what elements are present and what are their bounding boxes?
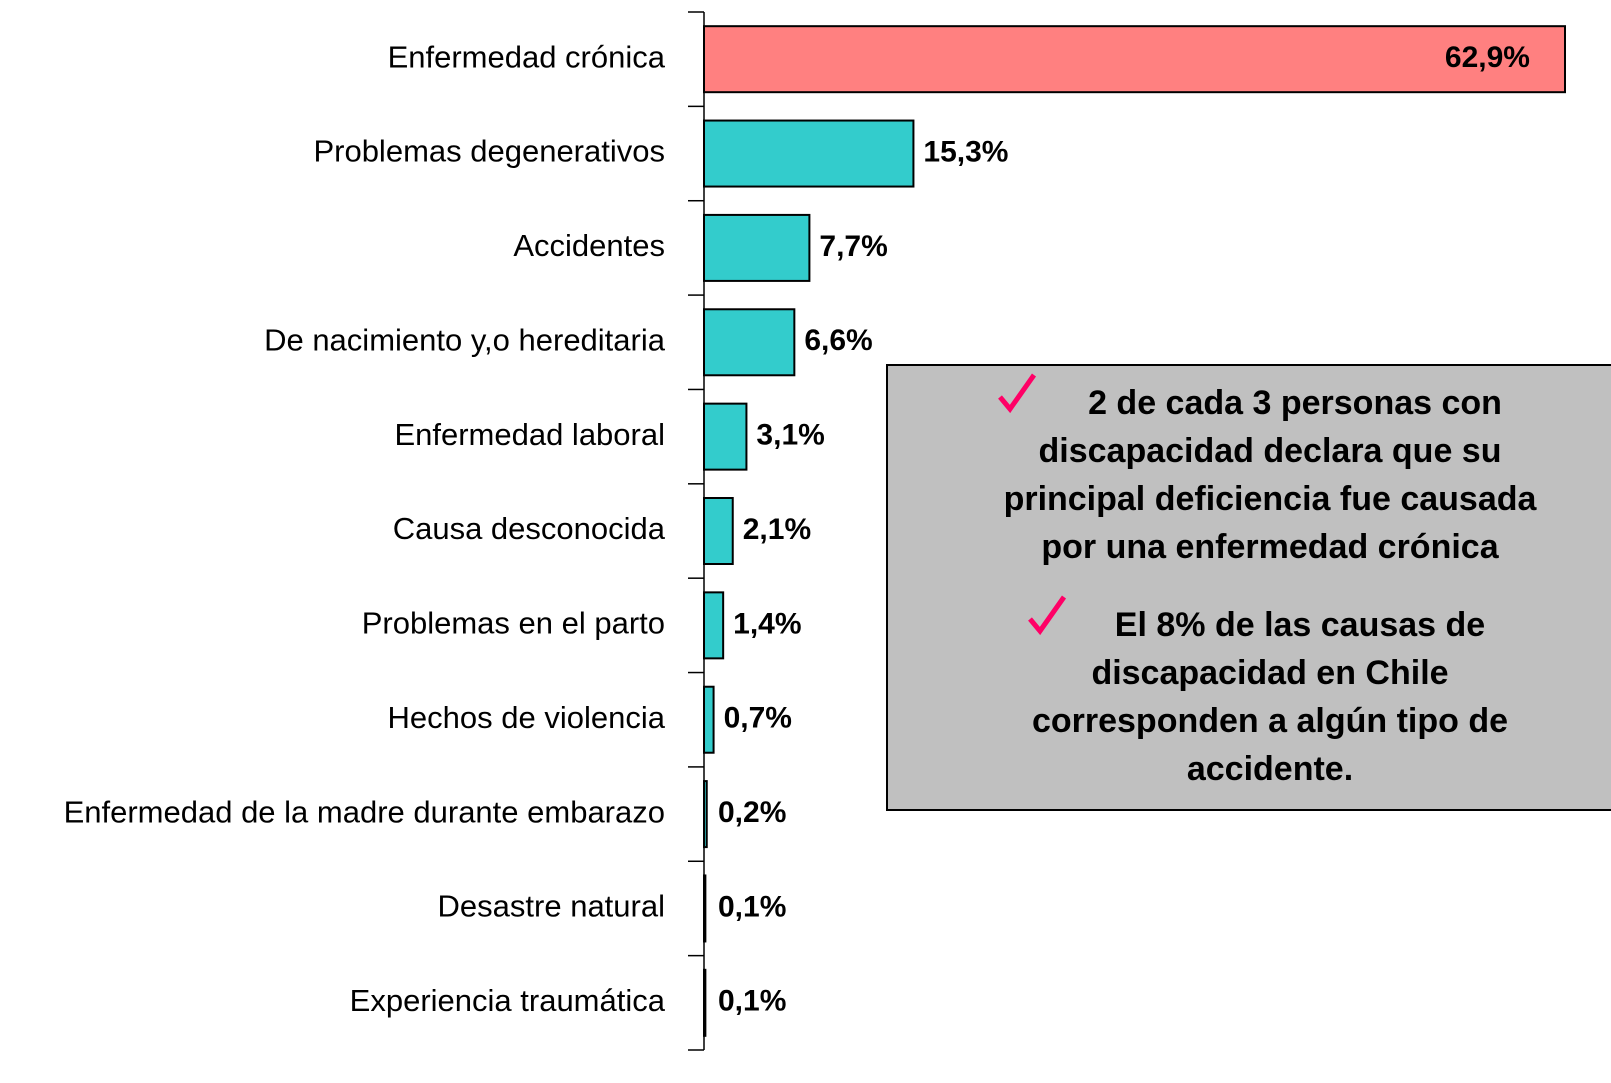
bar [703,25,1566,94]
y-tick-label: Enfermedad crónica [388,39,666,74]
data-label: 62,9% [1445,41,1530,74]
bar [703,402,748,471]
annotation-line: por una enfermedad crónica [1041,528,1499,566]
data-label: 15,3% [923,135,1008,168]
bar [703,780,708,849]
data-label: 6,6% [804,324,872,357]
data-label: 0,1% [718,890,786,923]
checkmark [1028,595,1067,636]
data-label: 0,1% [718,985,786,1018]
y-tick-label: Accidentes [513,228,665,263]
bar [703,497,734,565]
data-label: 0,7% [724,702,792,735]
y-tick-label: Hechos de violencia [388,700,666,735]
annotation-line: El 8% de las causas de [1115,606,1485,644]
annotation-line: discapacidad declara que su [1039,432,1502,470]
annotation-line: corresponden a algún tipo de [1032,702,1508,740]
y-tick-label: Problemas en el parto [362,606,665,641]
bar [703,591,725,660]
annotation-box [886,364,1611,811]
bar [703,119,915,188]
annotation-line: 2 de cada 3 personas con [1088,384,1502,422]
bar [703,874,707,943]
annotation-line: principal deficiencia fue causada [1004,480,1538,518]
y-tick-label: Desastre natural [438,889,665,924]
data-label: 0,2% [718,796,786,829]
data-label: 1,4% [733,607,801,640]
data-label: 2,1% [743,513,811,546]
annotation-line: discapacidad en Chile [1091,654,1448,692]
annotation-line: accidente. [1187,750,1353,788]
y-tick-label: Experiencia traumática [350,983,666,1018]
bar [703,685,715,754]
bar [703,308,796,377]
checkmark [998,373,1037,414]
y-tick-label: Problemas degenerativos [313,134,665,169]
bar [703,968,707,1037]
y-tick-label: Enfermedad de la madre durante embarazo [64,794,665,829]
data-label: 3,1% [756,419,824,452]
data-label: 7,7% [819,230,887,263]
y-tick-label: Enfermedad laboral [394,417,665,452]
y-tick-label: Causa desconocida [393,511,666,546]
annotation: 2 de cada 3 personas con discapacidad dec… [998,373,1538,788]
bar [703,213,811,282]
y-tick-label: De nacimiento y,o hereditaria [264,322,666,357]
